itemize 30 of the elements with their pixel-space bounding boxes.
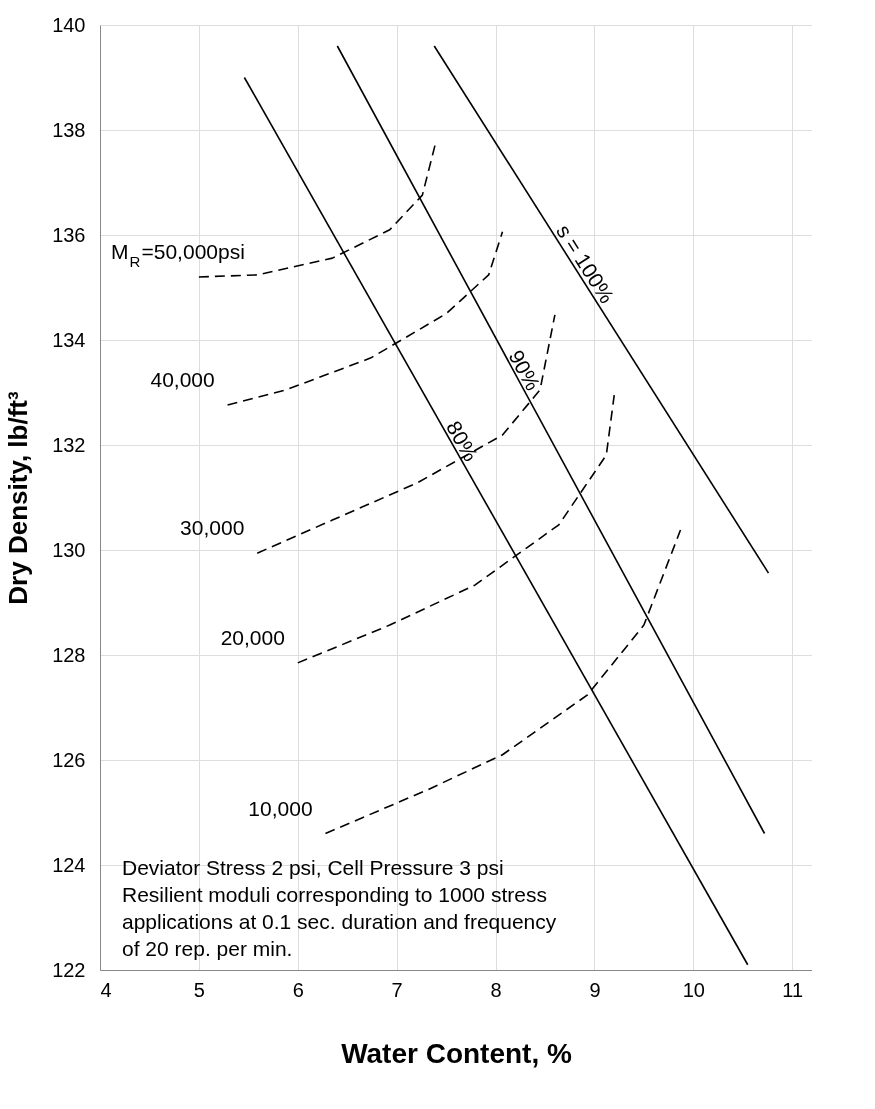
text: 90% [504,346,545,395]
series-label: 20,000 [220,625,285,649]
y-tick-label: 138 [52,118,86,141]
y-tick-label: 130 [52,538,86,561]
x-tick-label: 4 [100,978,112,1001]
x-tick-label: 6 [292,978,304,1001]
annotation: Resilient moduli corresponding to 1000 stress [122,883,547,906]
y-tick-label: 134 [52,328,86,351]
x-tick-label: 9 [589,978,601,1001]
y-tick-label: 122 [52,958,86,981]
y-tick-label: 132 [52,433,86,456]
series-label: 10,000 [248,796,313,820]
y-tick-label: 140 [52,13,86,36]
annotation: applications at 0.1 sec. duration and frequency [122,910,557,933]
annotation: of 20 rep. per min. [122,937,293,960]
x-tick-label: 10 [682,978,705,1001]
y-tick-label: 128 [52,643,86,666]
y-tick-label: 124 [52,853,86,876]
x-tick-label: 11 [782,978,804,1001]
x-tick-label: 8 [490,978,502,1001]
annotation: Deviator Stress 2 psi, Cell Pressure 3 psi [122,856,504,879]
x-tick-label: 7 [391,978,403,1001]
text: 80% [442,416,483,465]
series-label: 40,000 [150,368,215,392]
y-tick-label: 126 [52,748,86,771]
y-tick-label: 136 [52,223,86,246]
x-tick-label: 5 [193,978,205,1001]
x-axis-title: Water Content, % [341,1037,572,1069]
y-axis-title: Dry Density, lb/ft³ [3,391,34,605]
series-label: 30,000 [180,516,245,540]
